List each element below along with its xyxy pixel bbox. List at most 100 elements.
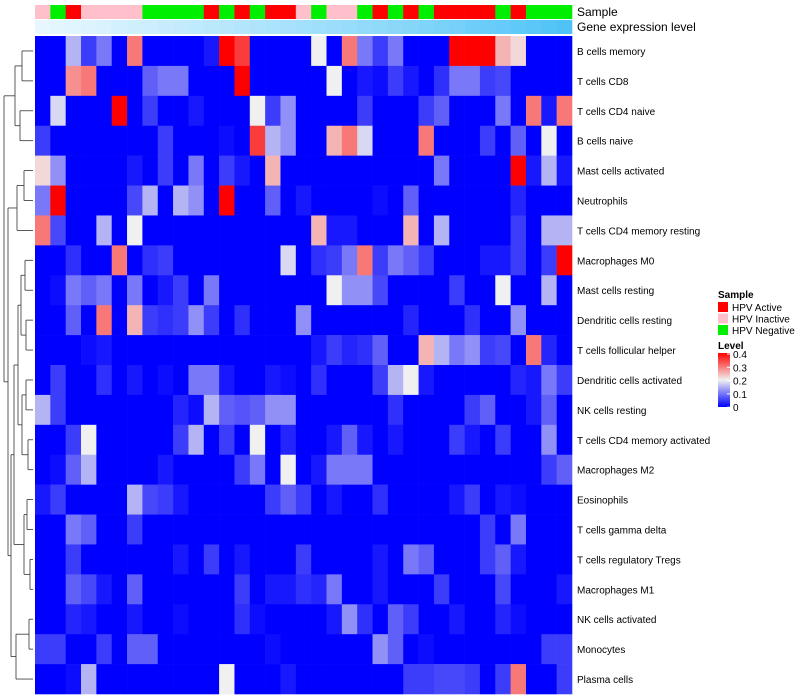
heatmap-cell <box>265 394 281 426</box>
heatmap-cell <box>295 514 312 545</box>
heatmap-cell <box>142 245 159 276</box>
heatmap-cell <box>341 65 358 97</box>
heatmap-cell <box>81 185 97 216</box>
heatmap-cell <box>142 424 159 456</box>
heatmap-cell <box>387 245 404 276</box>
heatmap-cell <box>127 335 143 366</box>
heatmap-cell <box>387 365 404 396</box>
heatmap-cell <box>311 365 327 396</box>
heatmap-cell <box>403 215 419 246</box>
heatmap-cell <box>173 454 189 485</box>
heatmap-cell <box>326 275 343 306</box>
heatmap-cell <box>311 634 327 665</box>
heatmap-cell <box>541 454 557 485</box>
heatmap-cell <box>495 125 511 156</box>
heatmap-cell <box>556 36 573 67</box>
heatmap-cell <box>265 125 281 156</box>
heatmap-cell <box>372 574 389 605</box>
heatmap-cell <box>449 514 465 545</box>
heatmap-cell <box>188 574 205 605</box>
heatmap-cell <box>142 664 159 695</box>
heatmap-cell <box>219 125 235 156</box>
row-label: Eosinophils <box>577 496 628 507</box>
expression-cell <box>403 20 419 34</box>
heatmap-cell <box>357 95 373 127</box>
heatmap-cell <box>387 305 404 336</box>
heatmap-cell <box>433 394 450 426</box>
heatmap-cell <box>65 365 82 396</box>
heatmap-cell <box>510 604 527 635</box>
heatmap-cell <box>403 604 419 635</box>
heatmap-cell <box>403 574 419 605</box>
expression-cell <box>127 20 143 34</box>
heatmap-cell <box>464 544 481 575</box>
heatmap-cell <box>387 664 404 695</box>
heatmap-cell <box>35 514 51 545</box>
heatmap-cell <box>433 424 450 456</box>
heatmap-cell <box>111 574 128 605</box>
heatmap-cell <box>525 125 542 156</box>
heatmap-cell <box>311 125 327 156</box>
sample-cell <box>295 5 312 19</box>
expression-cell <box>203 20 220 34</box>
heatmap-cell <box>464 36 481 67</box>
heatmap-cell <box>510 484 527 515</box>
heatmap-cell <box>341 305 358 336</box>
heatmap-cell <box>311 664 327 695</box>
heatmap-cell <box>510 275 527 306</box>
heatmap-cell <box>203 604 220 635</box>
heatmap-cell <box>479 484 496 515</box>
heatmap-cell <box>357 394 373 426</box>
heatmap-cell <box>479 514 496 545</box>
heatmap-cell <box>65 215 82 246</box>
heatmap-cell <box>357 305 373 336</box>
heatmap-cell <box>525 454 542 485</box>
heatmap-cell <box>188 65 205 97</box>
heatmap-cell <box>280 454 297 485</box>
heatmap-cell <box>372 544 389 575</box>
heatmap-cell <box>525 335 542 366</box>
heatmap-cell <box>372 484 389 515</box>
heatmap-cell <box>188 185 205 216</box>
heatmap-cell <box>525 424 542 456</box>
heatmap-cell <box>203 514 220 545</box>
heatmap-cell <box>203 155 220 186</box>
heatmap-cell <box>403 365 419 396</box>
heatmap-cell <box>96 454 113 485</box>
heatmap-cell <box>541 185 557 216</box>
heatmap-cell <box>341 544 358 575</box>
heatmap-cell <box>96 155 113 186</box>
row-label: T cells CD8 <box>577 77 629 88</box>
heatmap-cell <box>495 305 511 336</box>
heatmap-cell <box>449 484 465 515</box>
heatmap-cell <box>173 544 189 575</box>
heatmap-cell <box>173 664 189 695</box>
heatmap-cell <box>173 215 189 246</box>
heatmap-cell <box>142 634 159 665</box>
expression-cell <box>65 20 82 34</box>
heatmap-cell <box>357 664 373 695</box>
heatmap-cell <box>341 185 358 216</box>
heatmap-cell <box>249 544 266 575</box>
heatmap-cell <box>433 484 450 515</box>
expression-cell <box>111 20 128 34</box>
heatmap-cell <box>495 424 511 456</box>
heatmap-cell <box>541 604 557 635</box>
expression-cell <box>188 20 205 34</box>
row-label: Plasma cells <box>577 675 633 686</box>
heatmap-cell <box>265 215 281 246</box>
heatmap-cell <box>510 574 527 605</box>
heatmap-cell <box>495 275 511 306</box>
heatmap-cell <box>510 335 527 366</box>
heatmap-cell <box>249 514 266 545</box>
expression-cell <box>495 20 511 34</box>
heatmap-cell <box>525 634 542 665</box>
heatmap-cell <box>326 365 343 396</box>
heatmap-cell <box>81 95 97 127</box>
heatmap-cell <box>249 245 266 276</box>
heatmap-cell <box>173 305 189 336</box>
heatmap-cell <box>510 245 527 276</box>
heatmap-cell <box>249 36 266 67</box>
heatmap-cell <box>35 394 51 426</box>
sample-cell <box>203 5 220 19</box>
